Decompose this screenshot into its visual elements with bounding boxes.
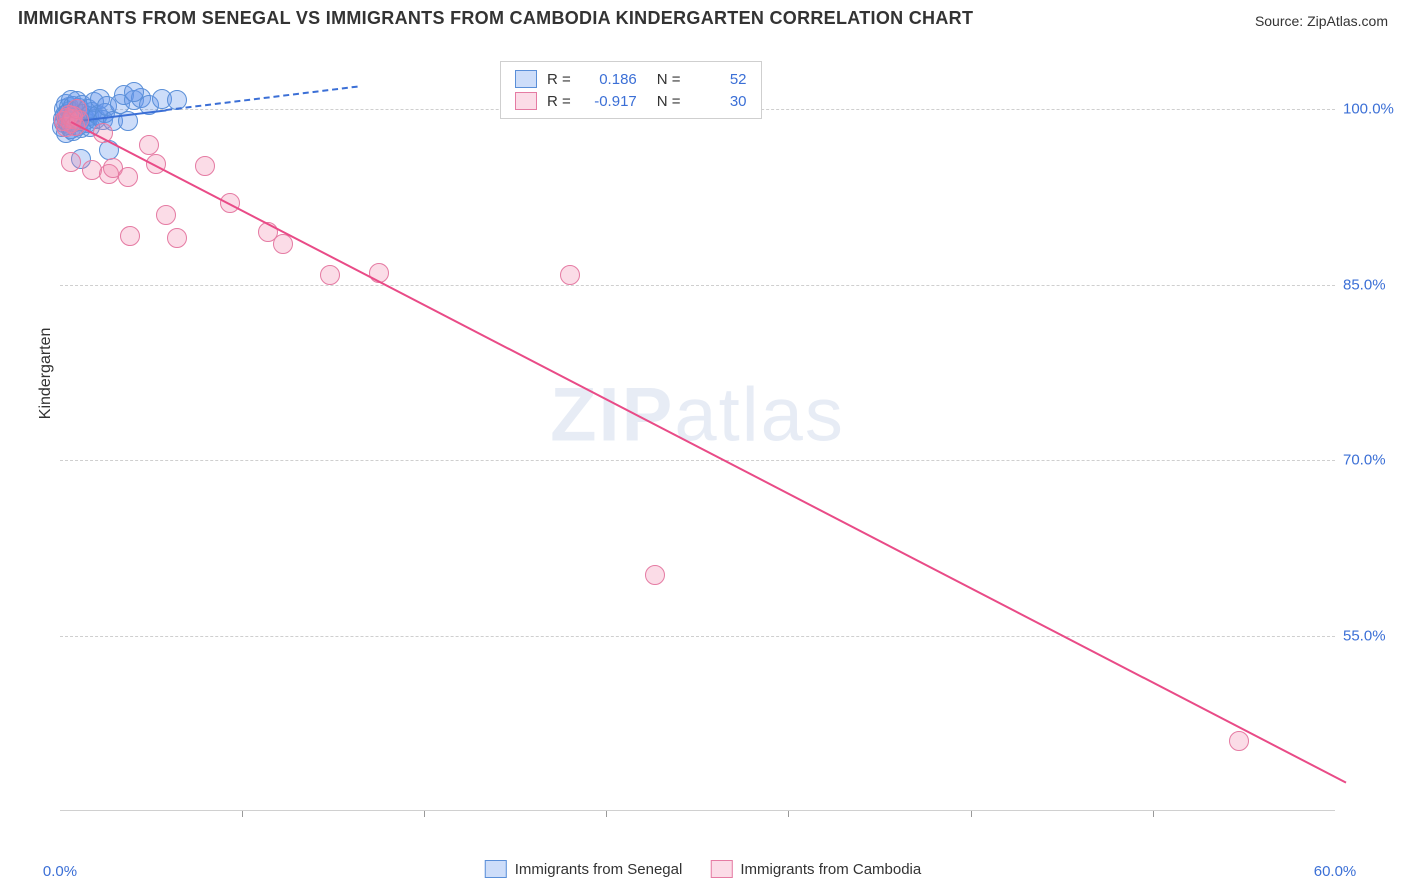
data-point	[195, 156, 215, 176]
x-tick-mark	[1153, 811, 1154, 817]
data-point	[645, 565, 665, 585]
r-value: 0.186	[581, 71, 637, 88]
y-tick-label: 55.0%	[1343, 627, 1386, 644]
x-tick-label: 0.0%	[43, 863, 77, 880]
data-point	[120, 226, 140, 246]
y-tick-label: 70.0%	[1343, 452, 1386, 469]
stats-legend-row: R = -0.917 N = 30	[515, 90, 747, 112]
bottom-legend: Immigrants from Senegal Immigrants from C…	[485, 860, 921, 878]
r-label: R =	[547, 93, 571, 110]
plot-area: ZIPatlas R =0.186N =52R =-0.917N =30	[60, 51, 1335, 811]
data-point	[124, 82, 144, 102]
y-tick-label: 100.0%	[1343, 101, 1394, 118]
legend-swatch	[485, 860, 507, 878]
x-tick-mark	[788, 811, 789, 817]
x-tick-mark	[424, 811, 425, 817]
gridline-horizontal	[60, 636, 1335, 637]
x-tick-mark	[606, 811, 607, 817]
n-label: N =	[657, 71, 681, 88]
legend-swatch	[710, 860, 732, 878]
legend-label: Immigrants from Senegal	[515, 861, 683, 878]
data-point	[167, 228, 187, 248]
n-value: 30	[691, 93, 747, 110]
r-value: -0.917	[581, 93, 637, 110]
chart-title: IMMIGRANTS FROM SENEGAL VS IMMIGRANTS FR…	[18, 8, 973, 29]
n-value: 52	[691, 71, 747, 88]
data-point	[118, 167, 138, 187]
source-text: Source: ZipAtlas.com	[1255, 13, 1388, 29]
y-axis-label: Kindergarten	[37, 328, 55, 420]
data-point	[560, 265, 580, 285]
gridline-horizontal	[60, 460, 1335, 461]
chart-container: ZIPatlas R =0.186N =52R =-0.917N =30 Kin…	[18, 45, 1388, 845]
data-point	[320, 265, 340, 285]
legend-item: Immigrants from Senegal	[485, 860, 683, 878]
trend-line	[166, 86, 357, 111]
trend-line	[70, 121, 1346, 783]
data-point	[61, 152, 81, 172]
stats-legend: R = 0.186 N = 52 R = -0.917 N = 30	[500, 61, 762, 119]
x-tick-mark	[242, 811, 243, 817]
x-tick-label: 60.0%	[1314, 863, 1357, 880]
data-point	[139, 135, 159, 155]
x-tick-mark	[971, 811, 972, 817]
gridline-horizontal	[60, 285, 1335, 286]
y-tick-label: 85.0%	[1343, 276, 1386, 293]
legend-swatch	[515, 92, 537, 110]
data-point	[156, 205, 176, 225]
legend-swatch	[515, 70, 537, 88]
legend-item: Immigrants from Cambodia	[710, 860, 921, 878]
r-label: R =	[547, 71, 571, 88]
data-point	[1229, 731, 1249, 751]
legend-label: Immigrants from Cambodia	[740, 861, 921, 878]
n-label: N =	[657, 93, 681, 110]
stats-legend-row: R = 0.186 N = 52	[515, 68, 747, 90]
